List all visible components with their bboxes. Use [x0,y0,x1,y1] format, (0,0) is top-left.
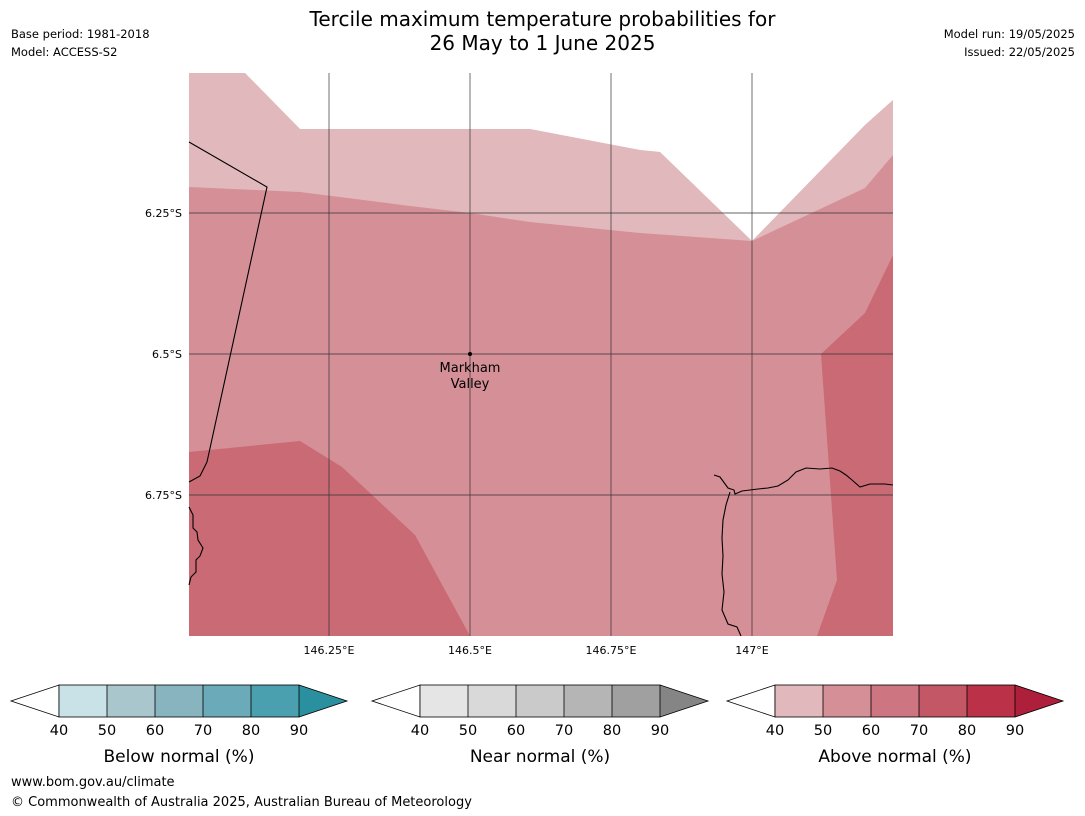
colorbar-near-normal: 40 50 60 70 80 90 Near normal (%) [370,684,710,767]
colorbar-above-swatch-0 [775,685,823,717]
probability-40-50-region [189,73,893,241]
map-panel: Markham Valley [188,73,894,637]
lon-label-146-5: 146.5°E [448,644,492,657]
colorbar-above-swatch-1 [823,685,871,717]
colorbar-above-min-arrow [725,684,776,718]
colorbar-near-tick-80: 80 [603,723,621,739]
colorbar-below-swatch-1 [107,685,155,717]
colorbar-near-max-arrow [660,685,708,717]
page-title: Tercile maximum temperature probabilitie… [200,7,885,55]
colorbar-near-min-arrow [370,684,421,718]
colorbar-near-swatch-2 [516,685,564,717]
coastline-west [188,506,204,586]
colorbar-near-title: Near normal (%) [470,747,610,767]
colorbar-below-swatch-0 [59,685,107,717]
colorbar-above-max-arrow [1015,685,1063,717]
colorbar-below-tick-70: 70 [194,723,212,739]
colorbar-above-swatch-3 [919,685,967,717]
colorbar-below-max-arrow [299,685,347,717]
colorbar-below-swatch-4 [251,685,299,717]
place-marker [468,352,472,356]
title-line-1: Tercile maximum temperature probabilitie… [309,7,776,31]
footer-copyright: © Commonwealth of Australia 2025, Austra… [11,795,472,810]
colorbar-above-normal: 40 50 60 70 80 90 Above normal (%) [725,684,1065,767]
lat-label-6-5: 6.5°S [152,348,182,361]
colorbar-above-swatch-4 [967,685,1015,717]
latitude-labels: 6.25°S 6.5°S 6.75°S [145,207,182,502]
colorbar-near-tick-40: 40 [411,723,429,739]
colorbar-below-tick-40: 40 [50,723,68,739]
probability-60-70-region-southwest [189,441,470,636]
colorbar-near-tick-70: 70 [555,723,573,739]
longitude-labels: 146.25°E 146.5°E 146.75°E 147°E [304,644,769,657]
colorbar-below-title: Below normal (%) [104,747,255,767]
colorbar-above-swatch-2 [871,685,919,717]
river-east [721,491,742,637]
title-line-2: 26 May to 1 June 2025 [429,31,656,55]
colorbar-near-swatch-1 [468,685,516,717]
colorbar-above-title: Above normal (%) [818,747,971,767]
probability-60-70-region-east [817,255,893,636]
lat-label-6-25: 6.25°S [145,207,182,220]
lon-label-146-75: 146.75°E [586,644,637,657]
place-name-line-2: Valley [451,377,490,392]
colorbar-below-normal: 40 50 60 70 80 90 Below normal (%) [9,684,349,767]
colorbar-below-swatch-2 [155,685,203,717]
place-name-line-1: Markham [440,361,501,376]
colorbar-near-tick-50: 50 [459,723,477,739]
colorbar-near-tick-60: 60 [507,723,525,739]
colorbar-above-tick-90: 90 [1006,723,1024,739]
colorbar-near-swatch-4 [612,685,660,717]
province-boundary [188,141,268,483]
lon-label-146-25: 146.25°E [304,644,355,657]
colorbar-below-min-arrow [9,684,60,718]
colorbar-above-tick-50: 50 [814,723,832,739]
colorbar-near-swatch-3 [564,685,612,717]
footer-url[interactable]: www.bom.gov.au/climate [11,775,175,790]
colorbar-above-tick-40: 40 [766,723,784,739]
colorbar-above-tick-70: 70 [910,723,928,739]
colorbar-near-tick-90: 90 [651,723,669,739]
run-info: Model run: 19/05/2025 Issued: 22/05/2025 [944,25,1075,61]
colorbar-near-swatch-0 [420,685,468,717]
base-period: Base period: 1981-2018 [11,27,150,41]
base-info: Base period: 1981-2018 Model: ACCESS-S2 [11,25,150,61]
colorbar-above-tick-80: 80 [958,723,976,739]
boundaries [188,141,894,637]
colorbar-below-tick-50: 50 [98,723,116,739]
issued-date: Issued: 22/05/2025 [964,45,1075,59]
no-data-region [245,73,893,241]
colorbar-below-swatch-3 [203,685,251,717]
lat-label-6-75: 6.75°S [145,489,182,502]
lon-label-147: 147°E [735,644,768,657]
colorbar-below-tick-60: 60 [146,723,164,739]
colorbar-above-tick-60: 60 [862,723,880,739]
model-run-date: Model run: 19/05/2025 [943,27,1075,41]
coastline-east [713,467,894,495]
model-name: Model: ACCESS-S2 [11,45,118,59]
colorbar-below-tick-80: 80 [242,723,260,739]
colorbar-below-tick-90: 90 [290,723,308,739]
